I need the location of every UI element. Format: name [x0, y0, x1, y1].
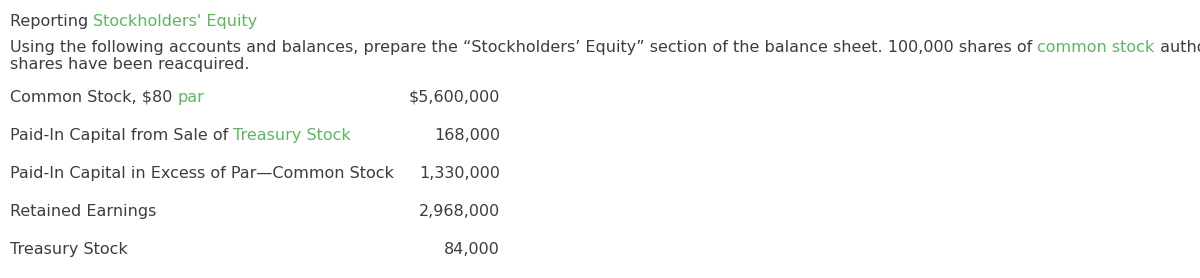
Text: Retained Earnings: Retained Earnings: [10, 204, 156, 219]
Text: 2,968,000: 2,968,000: [419, 204, 500, 219]
Text: Reporting: Reporting: [10, 14, 94, 29]
Text: par: par: [178, 90, 204, 105]
Text: Paid-In Capital in Excess of Par—Common Stock: Paid-In Capital in Excess of Par—Common …: [10, 166, 394, 181]
Text: Treasury Stock: Treasury Stock: [233, 128, 352, 143]
Text: $5,600,000: $5,600,000: [409, 90, 500, 105]
Text: 1,330,000: 1,330,000: [419, 166, 500, 181]
Text: common stock: common stock: [1037, 40, 1154, 55]
Text: 84,000: 84,000: [444, 242, 500, 257]
Text: shares have been reacquired.: shares have been reacquired.: [10, 57, 250, 72]
Text: 168,000: 168,000: [434, 128, 500, 143]
Text: authorized, and 2,000: authorized, and 2,000: [1154, 40, 1200, 55]
Text: Treasury Stock: Treasury Stock: [10, 242, 127, 257]
Text: Using the following accounts and balances, prepare the “Stockholders’ Equity” se: Using the following accounts and balance…: [10, 40, 1037, 55]
Text: Paid-In Capital from Sale of: Paid-In Capital from Sale of: [10, 128, 233, 143]
Text: Stockholders' Equity: Stockholders' Equity: [94, 14, 258, 29]
Text: Common Stock, $80: Common Stock, $80: [10, 90, 178, 105]
